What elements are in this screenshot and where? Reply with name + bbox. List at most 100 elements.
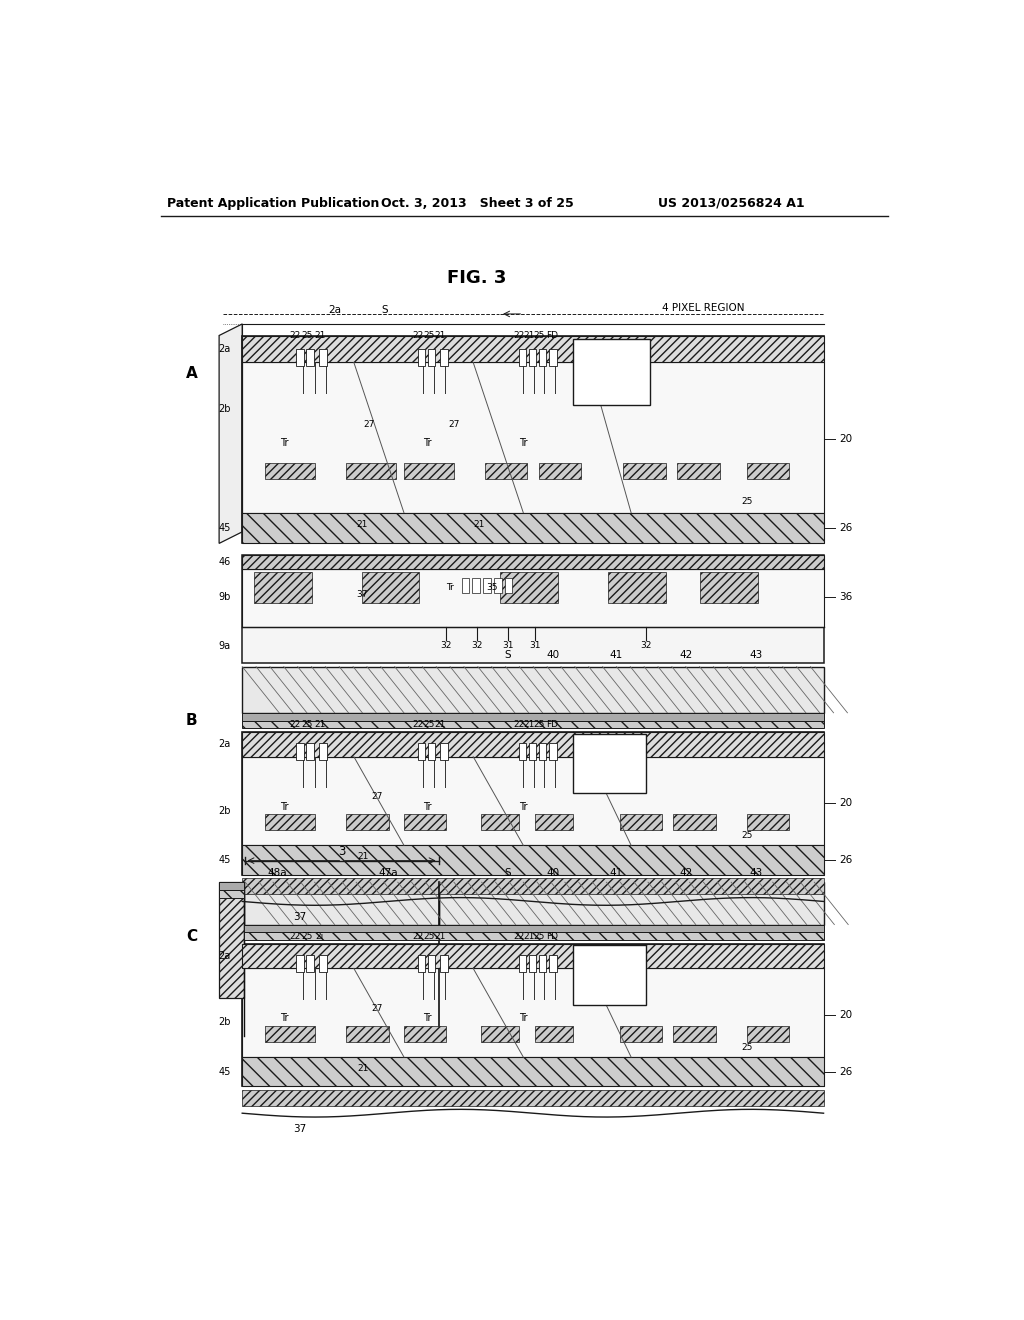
- Text: 32: 32: [471, 642, 482, 651]
- Text: 22: 22: [412, 331, 423, 341]
- Text: 31: 31: [502, 642, 514, 651]
- Text: 25: 25: [301, 719, 312, 729]
- Text: 22: 22: [290, 932, 301, 941]
- Bar: [243, 733, 823, 875]
- Text: 21: 21: [474, 520, 485, 528]
- Text: Tr: Tr: [281, 438, 289, 449]
- Text: 22: 22: [513, 719, 524, 729]
- Bar: [528, 348, 537, 366]
- Text: 27: 27: [372, 1005, 383, 1012]
- Text: 2a: 2a: [218, 343, 230, 354]
- Text: 45: 45: [218, 1067, 230, 1077]
- Text: 9a: 9a: [218, 640, 230, 651]
- Text: Tr: Tr: [446, 583, 454, 591]
- Text: Oct. 3, 2013   Sheet 3 of 25: Oct. 3, 2013 Sheet 3 of 25: [381, 197, 573, 210]
- Bar: [346, 462, 396, 479]
- Bar: [319, 954, 327, 972]
- Bar: [440, 743, 447, 760]
- Text: 25: 25: [423, 331, 434, 341]
- Text: Tr: Tr: [281, 801, 289, 812]
- Text: 25: 25: [301, 932, 312, 941]
- Text: A: A: [186, 367, 198, 381]
- Text: 20: 20: [839, 1010, 852, 1019]
- Text: 9b: 9b: [218, 593, 230, 602]
- Bar: [518, 348, 526, 366]
- Bar: [620, 1026, 662, 1041]
- Text: 25: 25: [741, 496, 753, 506]
- Bar: [573, 945, 646, 1005]
- Text: 21: 21: [357, 1064, 369, 1073]
- Bar: [243, 363, 823, 512]
- Bar: [440, 348, 447, 366]
- Text: 46: 46: [218, 557, 230, 566]
- Text: 32: 32: [440, 642, 452, 651]
- Bar: [244, 932, 823, 940]
- Bar: [243, 1090, 823, 1106]
- Bar: [418, 954, 425, 972]
- Bar: [539, 348, 547, 366]
- Bar: [306, 954, 313, 972]
- Bar: [624, 462, 666, 479]
- Bar: [219, 882, 244, 998]
- Text: 22: 22: [513, 932, 524, 941]
- Text: 41: 41: [609, 869, 623, 878]
- Text: 25: 25: [301, 331, 312, 341]
- Bar: [550, 348, 557, 366]
- Text: S: S: [505, 869, 511, 878]
- Text: 27: 27: [449, 420, 460, 429]
- Text: 3: 3: [338, 845, 345, 858]
- Bar: [254, 572, 311, 603]
- Text: Tr: Tr: [423, 1014, 431, 1023]
- Text: 40: 40: [546, 869, 559, 878]
- Text: Tr: Tr: [519, 438, 527, 449]
- Bar: [319, 348, 327, 366]
- Text: 22: 22: [412, 719, 423, 729]
- Bar: [306, 743, 313, 760]
- Text: 32: 32: [641, 642, 652, 651]
- Text: 2b: 2b: [218, 805, 230, 816]
- Text: 36: 36: [839, 593, 852, 602]
- Bar: [243, 554, 823, 663]
- Text: Tr: Tr: [281, 1014, 289, 1023]
- Bar: [243, 756, 823, 845]
- Text: FD: FD: [546, 932, 558, 941]
- Bar: [265, 462, 315, 479]
- Bar: [483, 578, 490, 594]
- Bar: [438, 882, 823, 924]
- Bar: [428, 743, 435, 760]
- Text: 20: 20: [839, 434, 852, 445]
- Bar: [296, 743, 304, 760]
- Text: 43: 43: [750, 869, 763, 878]
- Text: Patent Application Publication: Patent Application Publication: [167, 197, 379, 210]
- Bar: [243, 1057, 823, 1086]
- Text: 20: 20: [839, 797, 852, 808]
- Text: 26: 26: [839, 855, 852, 865]
- Text: 35: 35: [486, 583, 499, 591]
- Text: 21: 21: [356, 520, 368, 528]
- Text: 25: 25: [741, 1043, 753, 1052]
- Text: 21: 21: [523, 932, 535, 941]
- Bar: [319, 743, 327, 760]
- Bar: [528, 954, 537, 972]
- Bar: [296, 348, 304, 366]
- Bar: [620, 814, 662, 830]
- Bar: [500, 572, 558, 603]
- Bar: [243, 845, 823, 874]
- Bar: [462, 578, 469, 594]
- Text: B: B: [186, 713, 198, 729]
- Text: 27: 27: [364, 420, 375, 429]
- Bar: [243, 335, 823, 363]
- Bar: [243, 569, 823, 627]
- Text: 47a: 47a: [379, 869, 398, 878]
- Bar: [535, 814, 573, 830]
- Text: 45: 45: [218, 523, 230, 533]
- Text: 25: 25: [534, 932, 545, 941]
- Text: US 2013/0256824 A1: US 2013/0256824 A1: [657, 197, 805, 210]
- Text: 25: 25: [423, 719, 434, 729]
- Text: 25: 25: [423, 932, 434, 941]
- Bar: [403, 462, 454, 479]
- Bar: [746, 814, 788, 830]
- Text: Tr: Tr: [423, 801, 431, 812]
- Bar: [550, 954, 557, 972]
- Text: FD: FD: [546, 331, 558, 341]
